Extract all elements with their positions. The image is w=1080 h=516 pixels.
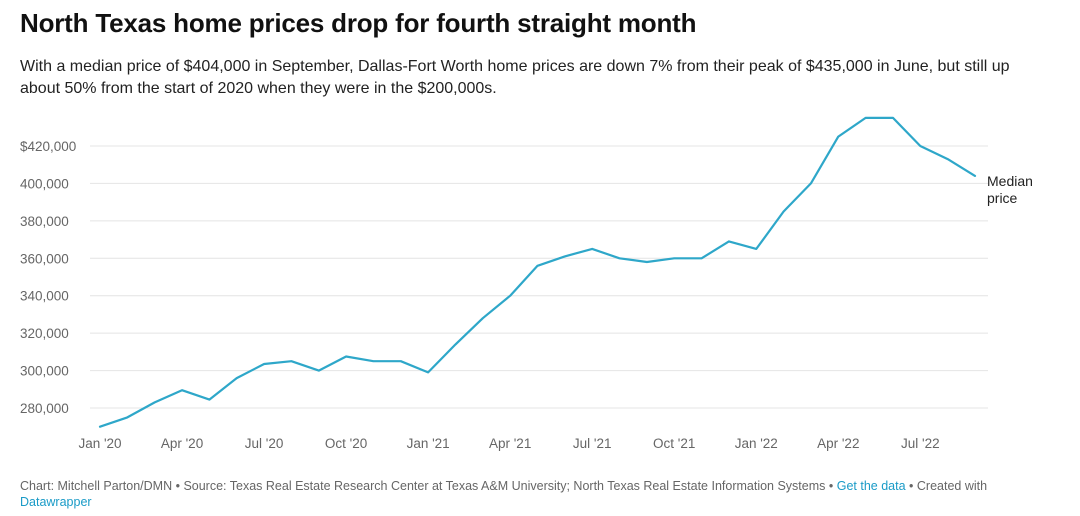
x-tick-label: Apr '21 (489, 436, 531, 451)
x-axis-labels: Jan '20 Apr '20 Jul '20 Oct '20 Jan '21 Apr '… (78, 436, 939, 451)
x-tick-label: Jan '22 (735, 436, 778, 451)
get-the-data-link[interactable]: Get the data (836, 479, 906, 493)
x-tick-label: Oct '20 (325, 436, 367, 451)
x-tick-label: Apr '20 (161, 436, 203, 451)
x-tick-label: Apr '22 (817, 436, 859, 451)
chart-subtitle: With a median price of $404,000 in Septe… (20, 58, 1010, 97)
x-tick-label: Oct '21 (653, 436, 695, 451)
data-line (98, 116, 977, 428)
median-price-line (98, 116, 977, 428)
y-tick-label: 300,000 (20, 364, 69, 379)
line-chart: $420,000 400,000 380,000 360,000 340,000 320,… (20, 116, 1033, 451)
footer-created: • Created with (909, 479, 988, 493)
x-tick-label: Jan '21 (407, 436, 450, 451)
y-tick-label: $420,000 (20, 139, 76, 154)
x-tick-label: Jul '20 (245, 436, 284, 451)
x-tick-label: Jul '21 (573, 436, 612, 451)
chart-footer: Chart: Mitchell Parton/DMN • Source: Tex… (20, 478, 1050, 510)
gridlines (90, 145, 988, 409)
series-label-line: Median (987, 173, 1033, 189)
y-tick-label: 320,000 (20, 326, 69, 341)
x-tick-label: Jan '20 (78, 436, 121, 451)
y-tick-label: 360,000 (20, 251, 69, 266)
datawrapper-link[interactable]: Datawrapper (20, 495, 92, 509)
x-tick-label: Jul '22 (901, 436, 940, 451)
y-tick-label: 280,000 (20, 401, 69, 416)
series-label-line: price (987, 190, 1018, 206)
chart-title: North Texas home prices drop for fourth … (20, 8, 697, 38)
footer-credit: Chart: Mitchell Parton/DMN • Source: Tex… (20, 479, 834, 493)
y-tick-label: 380,000 (20, 214, 69, 229)
y-axis-labels: $420,000 400,000 380,000 360,000 340,000 320,… (20, 139, 76, 416)
y-tick-label: 340,000 (20, 289, 69, 304)
y-tick-label: 400,000 (20, 176, 69, 191)
